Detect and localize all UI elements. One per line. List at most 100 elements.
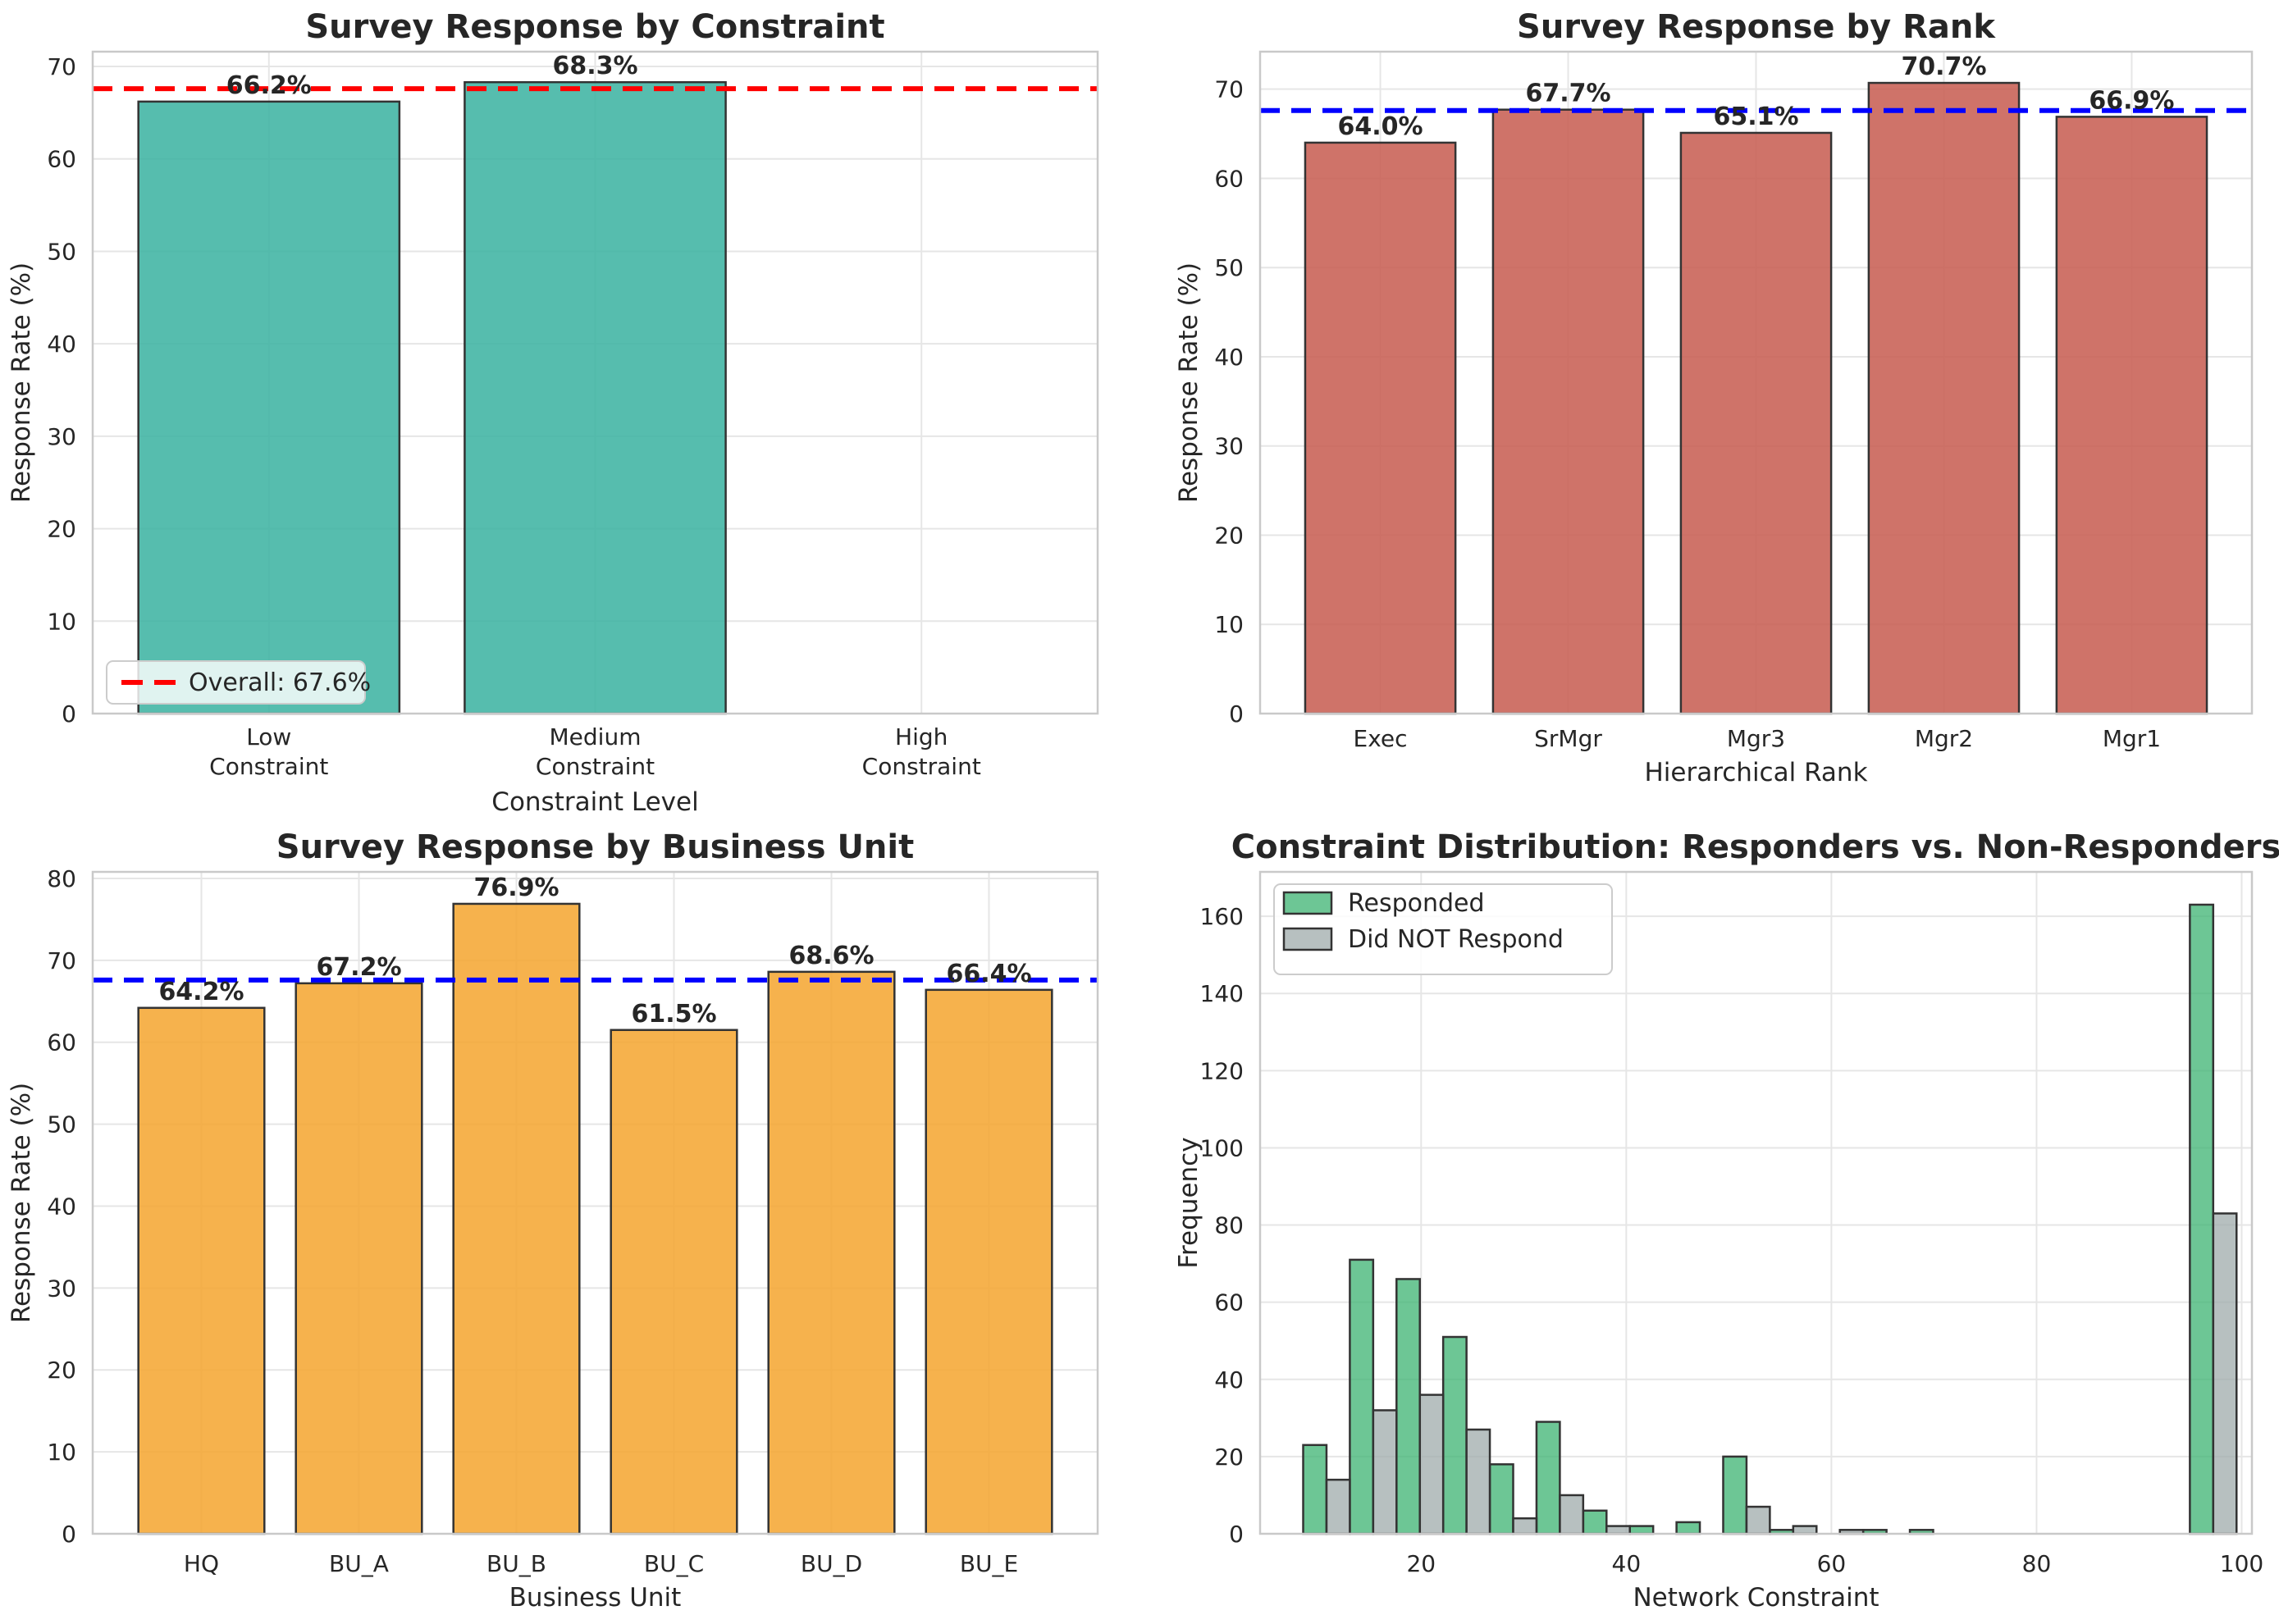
x-axis-label: Network Constraint (1633, 1583, 1879, 1613)
x-tick-label: Constraint (536, 753, 655, 780)
chart-by-business-unit: 64.2% 67.2% 76.9% 61.5% 68.6% 66.4% 0 10 20 30 40 5… (7, 828, 1099, 1613)
by-business-unit-bar (137, 1006, 266, 1535)
x-tick-label: BU_B (486, 1550, 546, 1577)
axes-spines (91, 50, 1099, 715)
axes-spines (1258, 870, 2254, 1535)
x-tick-label: 80 (2022, 1550, 2052, 1577)
y-tick-label: 30 (1214, 433, 1244, 460)
x-tick-label: Constraint (862, 753, 981, 780)
hist-bar-responded (1349, 1258, 1375, 1535)
axes-spines (91, 870, 1099, 1535)
x-tick-label: 60 (1817, 1550, 1847, 1577)
x-tick-label: Mgr1 (2103, 725, 2161, 752)
y-tick-label: 0 (62, 1521, 76, 1548)
y-tick-label: 0 (1229, 700, 1244, 728)
x-tick-label: Mgr3 (1727, 725, 1785, 752)
x-tick-label: HQ (184, 1550, 219, 1577)
axes-spines (1258, 50, 2254, 715)
y-tick-label: 10 (1214, 611, 1244, 638)
hist-bar-not-responded (1792, 1525, 1818, 1535)
by-business-unit-bar (767, 970, 896, 1535)
hist-bar-responded (1535, 1421, 1561, 1535)
x-tick-label: 100 (2220, 1550, 2263, 1577)
hist-bar-not-responded (1418, 1394, 1445, 1535)
hist-bar-not-responded (1745, 1505, 1771, 1535)
hist-bar-responded (1628, 1525, 1655, 1535)
legend: Overall: 67.6% (106, 660, 371, 705)
x-tick-label: Medium (550, 723, 642, 750)
hist-bar-not-responded (1325, 1478, 1351, 1535)
bar-value-label: 66.4% (946, 960, 1031, 988)
hist-bar-not-responded (2212, 1212, 2238, 1535)
by-business-unit-bar (925, 988, 1053, 1535)
y-tick-label: 50 (1214, 254, 1244, 281)
x-tick-label: 40 (1612, 1550, 1642, 1577)
y-tick-label: 60 (1214, 1289, 1244, 1316)
bar-value-label: 66.2% (226, 71, 312, 100)
hist-bar-responded (1488, 1463, 1514, 1535)
y-tick-label: 70 (47, 947, 76, 974)
y-tick-label: 60 (47, 1029, 76, 1056)
legend-box (1273, 883, 1613, 975)
by-rank-bar (1304, 141, 1457, 715)
bar-value-label: 76.9% (473, 874, 559, 902)
legend-label: Did NOT Respond (1348, 925, 1564, 954)
y-tick-label: 10 (47, 1439, 76, 1466)
hist-bar-not-responded (1372, 1409, 1398, 1535)
y-axis-label: Frequency (1174, 1137, 1203, 1268)
y-tick-label: 70 (1214, 76, 1244, 103)
y-tick-label: 20 (1214, 522, 1244, 549)
y-axis-label: Response Rate (%) (7, 1083, 36, 1323)
bar-value-label: 68.6% (788, 942, 874, 970)
y-tick-label: 0 (62, 700, 76, 728)
y-tick-label: 60 (1214, 165, 1244, 192)
hist-bar-responded (1395, 1278, 1421, 1535)
hist-bar-responded (1441, 1335, 1468, 1535)
y-tick-label: 20 (47, 1357, 76, 1384)
bar-value-label: 68.3% (552, 52, 637, 80)
hist-bar-not-responded (1465, 1428, 1491, 1535)
legend-swatch (1282, 927, 1333, 951)
y-tick-label: 120 (1200, 1057, 1244, 1084)
chart-title: Constraint Distribution: Responders vs. … (1231, 828, 2279, 866)
bar-value-label: 67.7% (1525, 80, 1610, 108)
y-tick-label: 140 (1200, 980, 1244, 1007)
hist-bar-responded (1302, 1444, 1328, 1535)
by-business-unit-bar (295, 982, 423, 1535)
legend-box (106, 660, 366, 705)
bar-value-label: 64.0% (1338, 112, 1423, 141)
y-tick-label: 60 (47, 146, 76, 173)
by-rank-bar (1679, 131, 1833, 715)
by-business-unit-bar (452, 902, 581, 1535)
x-tick-label: Exec (1354, 725, 1408, 752)
y-tick-label: 10 (47, 608, 76, 635)
chart-title: Survey Response by Constraint (305, 8, 884, 46)
y-tick-label: 80 (1214, 1212, 1244, 1239)
legend: Responded Did NOT Respond (1273, 883, 1613, 975)
hist-bar-not-responded (1559, 1494, 1585, 1535)
x-tick-label: 20 (1406, 1550, 1436, 1577)
y-axis-label: Response Rate (%) (7, 262, 36, 503)
by-rank-bar (1491, 108, 1645, 715)
x-tick-label: BU_C (644, 1550, 704, 1577)
y-tick-label: 0 (1229, 1521, 1244, 1548)
y-tick-label: 80 (47, 865, 76, 892)
hist-bar-not-responded (1512, 1517, 1538, 1535)
x-tick-label: Constraint (209, 753, 328, 780)
y-tick-label: 20 (1214, 1444, 1244, 1471)
x-axis-label: Constraint Level (491, 787, 698, 817)
legend-swatch (1282, 891, 1333, 915)
x-tick-label: Low (246, 723, 291, 750)
y-tick-label: 40 (47, 1193, 76, 1220)
chart-by-constraint: 66.2% 68.3% 0 10 20 30 40 50 60 70 Low Constraint Me… (7, 8, 1099, 817)
chart-by-rank: 64.0% 67.7% 65.1% 70.7% 66.9% 0 10 20 30 40 50 60 70… (1174, 8, 2254, 787)
bar-value-label: 70.7% (1901, 52, 1986, 81)
hist-bar-responded (1722, 1455, 1748, 1535)
x-tick-label: Mgr2 (1915, 725, 1973, 752)
by-business-unit-bar (610, 1029, 738, 1535)
x-axis-label: Hierarchical Rank (1644, 758, 1867, 787)
x-tick-label: BU_E (960, 1550, 1018, 1577)
y-tick-label: 30 (47, 423, 76, 450)
bar-value-label: 61.5% (631, 1000, 716, 1029)
